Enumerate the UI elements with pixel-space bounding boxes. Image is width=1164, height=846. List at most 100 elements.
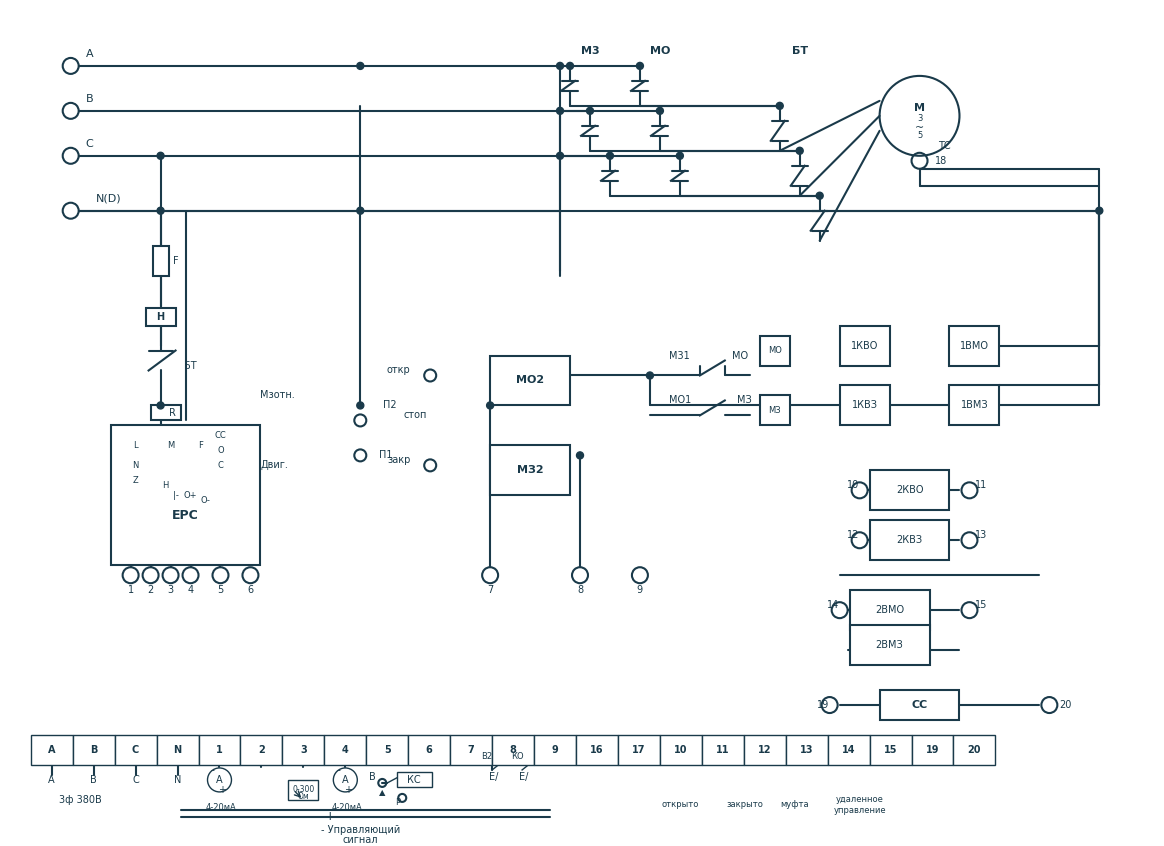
Text: 1: 1	[128, 585, 134, 596]
Text: сигнал: сигнал	[342, 835, 378, 845]
Text: 20: 20	[967, 745, 981, 755]
Bar	[786, 735, 828, 765]
Text: МО1: МО1	[669, 395, 691, 405]
Bar	[953, 735, 995, 765]
Text: 14: 14	[828, 600, 839, 610]
Text: 1КВО: 1КВО	[851, 341, 879, 350]
Text: 2КВЗ: 2КВЗ	[896, 536, 923, 546]
Text: закрыто: закрыто	[726, 800, 764, 810]
Bar	[283, 735, 325, 765]
Bar	[618, 735, 660, 765]
Text: N: N	[133, 461, 139, 470]
Text: 11: 11	[716, 745, 730, 755]
Text: КС: КС	[407, 775, 421, 785]
Text: +: +	[345, 785, 353, 795]
Bar	[870, 470, 950, 510]
Bar	[30, 735, 72, 765]
Text: N: N	[173, 775, 182, 785]
Text: 3: 3	[300, 745, 307, 755]
Circle shape	[556, 152, 563, 159]
Bar	[950, 326, 1000, 365]
Text: 3: 3	[917, 114, 922, 124]
Bar	[850, 591, 930, 630]
Circle shape	[606, 152, 613, 159]
Text: -: -	[336, 765, 340, 775]
Bar	[450, 735, 492, 765]
Bar	[839, 326, 889, 365]
Text: L: L	[134, 441, 137, 450]
Text: A: A	[86, 49, 93, 59]
Circle shape	[357, 402, 364, 409]
Text: 5: 5	[218, 585, 223, 596]
Text: Ом: Ом	[298, 793, 310, 801]
Circle shape	[776, 102, 783, 109]
Text: 8: 8	[577, 585, 583, 596]
Text: 9: 9	[637, 585, 643, 596]
Text: C: C	[86, 139, 93, 149]
Text: B: B	[90, 745, 98, 755]
Text: П1: П1	[378, 450, 392, 460]
Bar	[744, 735, 786, 765]
Text: CC: CC	[214, 431, 226, 440]
Text: 6: 6	[248, 585, 254, 596]
Bar	[870, 520, 950, 560]
Text: Двиг.: Двиг.	[261, 460, 289, 470]
Bar	[660, 735, 702, 765]
Text: 5: 5	[384, 745, 391, 755]
Text: М3: М3	[581, 46, 599, 56]
Text: ~: ~	[915, 123, 924, 133]
Text: F: F	[172, 255, 178, 266]
Text: А: А	[217, 775, 222, 785]
Circle shape	[587, 107, 594, 114]
Bar	[289, 780, 319, 800]
Text: 2: 2	[258, 745, 265, 755]
Text: R: R	[169, 409, 176, 419]
Bar	[409, 735, 450, 765]
Bar	[850, 625, 930, 665]
Text: 19: 19	[925, 745, 939, 755]
Bar	[760, 395, 789, 426]
Text: 4: 4	[342, 745, 349, 755]
Text: 20: 20	[1059, 700, 1072, 710]
Circle shape	[556, 63, 563, 69]
Bar	[880, 690, 959, 720]
Bar	[839, 386, 889, 426]
Text: В2: В2	[482, 752, 492, 761]
Text: 4-20мА: 4-20мА	[206, 803, 236, 812]
Bar	[576, 735, 618, 765]
Text: B: B	[91, 775, 97, 785]
Bar	[114, 735, 157, 765]
Text: В: В	[369, 772, 376, 782]
Text: H: H	[163, 481, 169, 490]
Text: открыто: открыто	[661, 800, 698, 810]
Circle shape	[567, 63, 574, 69]
Text: 1ВМО: 1ВМО	[960, 341, 989, 350]
Circle shape	[816, 192, 823, 199]
Bar	[950, 386, 1000, 426]
Text: П2: П2	[383, 400, 397, 410]
Circle shape	[157, 402, 164, 409]
Text: 13: 13	[974, 530, 987, 541]
Text: ТС: ТС	[938, 140, 951, 151]
Text: 15: 15	[974, 600, 987, 610]
Text: C: C	[218, 461, 223, 470]
Text: 12: 12	[847, 530, 860, 541]
Bar	[490, 445, 570, 495]
Text: МО: МО	[732, 350, 747, 360]
Text: М31: М31	[669, 350, 690, 360]
Bar	[111, 426, 261, 565]
Circle shape	[646, 372, 653, 379]
Bar	[325, 735, 367, 765]
Bar	[241, 735, 283, 765]
Text: стоп: стоп	[404, 410, 427, 420]
Text: Е/: Е/	[519, 772, 528, 782]
Text: 9: 9	[552, 745, 559, 755]
Bar	[911, 735, 953, 765]
Text: МО: МО	[768, 346, 782, 355]
Circle shape	[637, 63, 644, 69]
Text: |-: |-	[172, 491, 178, 500]
Text: 2КВО: 2КВО	[896, 486, 923, 495]
Bar	[157, 735, 199, 765]
Text: F: F	[198, 441, 203, 450]
Text: ЕРС: ЕРС	[172, 508, 199, 522]
